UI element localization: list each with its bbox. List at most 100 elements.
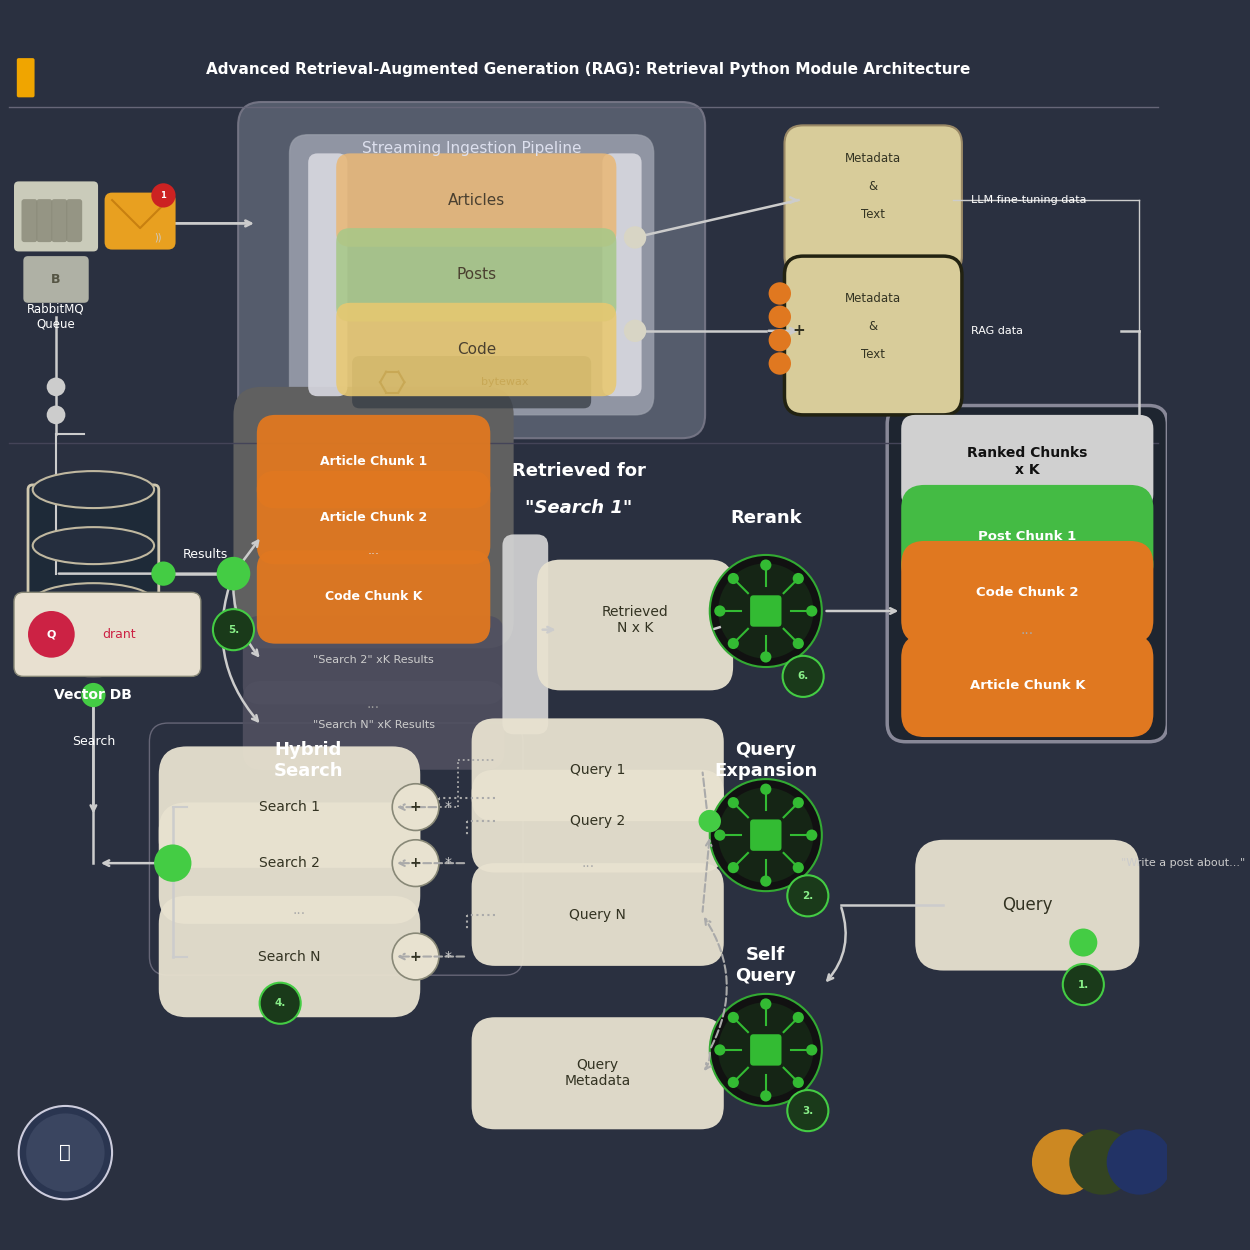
FancyBboxPatch shape	[785, 256, 962, 415]
FancyBboxPatch shape	[36, 199, 52, 242]
Circle shape	[714, 605, 725, 616]
Text: Article Chunk K: Article Chunk K	[970, 679, 1085, 692]
Circle shape	[760, 875, 771, 886]
Circle shape	[216, 556, 250, 590]
Circle shape	[46, 405, 65, 424]
FancyBboxPatch shape	[5, 46, 1162, 111]
FancyBboxPatch shape	[888, 405, 1168, 741]
FancyBboxPatch shape	[242, 681, 504, 770]
Circle shape	[710, 994, 821, 1106]
Circle shape	[788, 875, 829, 916]
Text: "Search 2" xK Results: "Search 2" xK Results	[314, 655, 434, 665]
Circle shape	[806, 830, 818, 841]
Circle shape	[28, 611, 75, 658]
FancyBboxPatch shape	[901, 634, 1154, 738]
FancyBboxPatch shape	[538, 560, 732, 690]
Text: Search N: Search N	[259, 950, 321, 964]
Circle shape	[392, 784, 439, 830]
Text: Query
Metadata: Query Metadata	[565, 1059, 631, 1089]
Circle shape	[714, 1044, 725, 1055]
Text: Q: Q	[46, 629, 56, 639]
Text: RabbitMQ
Queue: RabbitMQ Queue	[28, 302, 85, 331]
Text: Hybrid
Search: Hybrid Search	[274, 741, 342, 780]
FancyBboxPatch shape	[239, 102, 705, 439]
Circle shape	[769, 329, 791, 351]
Circle shape	[699, 810, 721, 832]
Circle shape	[624, 226, 646, 249]
FancyBboxPatch shape	[242, 616, 504, 705]
Circle shape	[710, 779, 821, 891]
Text: Retrieved for: Retrieved for	[512, 462, 646, 480]
Text: "Search 1": "Search 1"	[525, 499, 632, 518]
Text: Query N: Query N	[569, 908, 626, 921]
Circle shape	[769, 352, 791, 375]
Text: Search: Search	[71, 735, 115, 749]
Circle shape	[792, 1011, 804, 1022]
Ellipse shape	[32, 528, 154, 564]
Circle shape	[151, 561, 175, 586]
Text: LLM fine-tuning data: LLM fine-tuning data	[971, 195, 1086, 205]
Text: drant: drant	[102, 628, 136, 641]
Circle shape	[46, 378, 65, 396]
Circle shape	[792, 798, 804, 809]
Circle shape	[760, 784, 771, 795]
Text: Query 2: Query 2	[570, 814, 625, 828]
Ellipse shape	[32, 584, 154, 620]
Circle shape	[728, 572, 739, 584]
Circle shape	[714, 830, 725, 841]
Text: &: &	[869, 320, 877, 332]
Circle shape	[782, 656, 824, 698]
FancyBboxPatch shape	[471, 719, 724, 821]
Text: Code Chunk K: Code Chunk K	[325, 590, 422, 604]
Text: Article Chunk 2: Article Chunk 2	[320, 511, 428, 524]
Text: 3.: 3.	[802, 1106, 814, 1116]
Circle shape	[624, 320, 646, 342]
Text: 5.: 5.	[228, 625, 239, 635]
Ellipse shape	[32, 639, 154, 676]
Text: Vector DB: Vector DB	[55, 688, 132, 702]
Text: Article Chunk 1: Article Chunk 1	[320, 455, 428, 468]
FancyBboxPatch shape	[309, 154, 348, 396]
Text: 6.: 6.	[798, 671, 809, 681]
Text: Results: Results	[182, 549, 228, 561]
Text: +: +	[410, 856, 421, 870]
FancyBboxPatch shape	[750, 595, 781, 626]
Circle shape	[792, 1076, 804, 1088]
Circle shape	[728, 1076, 739, 1088]
Text: Posts: Posts	[456, 268, 496, 282]
Circle shape	[788, 1090, 829, 1131]
Text: Post Chunk 1: Post Chunk 1	[979, 530, 1076, 542]
Circle shape	[792, 862, 804, 874]
Text: Code Chunk 2: Code Chunk 2	[976, 586, 1079, 599]
Text: 1.: 1.	[1078, 980, 1089, 990]
Circle shape	[81, 682, 105, 707]
Circle shape	[719, 1003, 814, 1098]
FancyBboxPatch shape	[503, 535, 549, 734]
Text: Query
Expansion: Query Expansion	[714, 741, 818, 780]
Circle shape	[728, 862, 739, 874]
Text: &: &	[869, 180, 877, 192]
Text: bytewax: bytewax	[480, 378, 528, 388]
Text: B: B	[51, 272, 61, 286]
FancyBboxPatch shape	[471, 864, 724, 966]
Circle shape	[769, 305, 791, 328]
Text: "Write a post about...": "Write a post about..."	[1121, 859, 1245, 869]
Ellipse shape	[32, 471, 154, 508]
Circle shape	[760, 1090, 771, 1101]
Text: Self
Query: Self Query	[735, 946, 796, 985]
Text: ...: ...	[581, 856, 595, 870]
Circle shape	[806, 605, 818, 616]
Text: ...: ...	[1021, 622, 1034, 636]
Circle shape	[760, 651, 771, 662]
Text: *: *	[445, 800, 451, 814]
FancyBboxPatch shape	[602, 154, 641, 396]
FancyBboxPatch shape	[105, 192, 175, 250]
Circle shape	[1069, 1129, 1135, 1195]
Circle shape	[710, 555, 821, 668]
FancyBboxPatch shape	[336, 154, 616, 246]
FancyBboxPatch shape	[14, 592, 201, 676]
Text: 2.: 2.	[802, 891, 814, 901]
Text: ...: ...	[292, 902, 305, 916]
Circle shape	[19, 1106, 112, 1199]
FancyBboxPatch shape	[901, 415, 1154, 509]
